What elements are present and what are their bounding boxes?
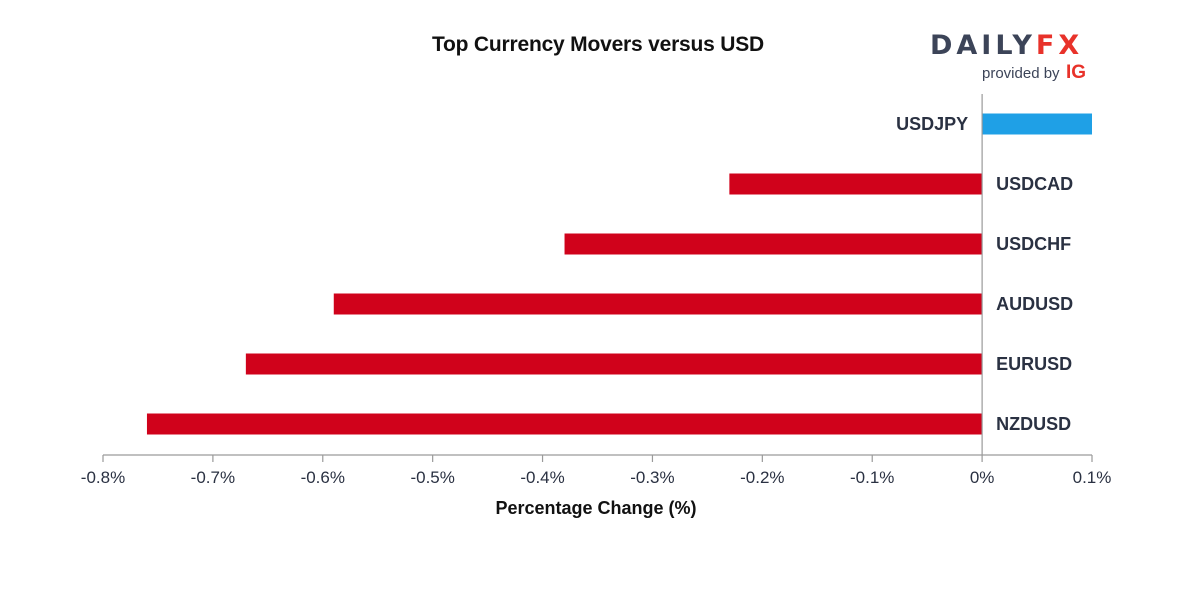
chart-title: Top Currency Movers versus USD (431, 33, 765, 56)
x-tick-label: 0% (970, 468, 995, 487)
bar-nzdusd (146, 413, 983, 435)
x-tick-label: -0.5% (410, 468, 454, 487)
logo-fx-text: FX (1035, 30, 1084, 61)
category-label-audusd: AUDUSD (996, 294, 1073, 314)
x-tick-label: -0.6% (301, 468, 345, 487)
category-label-usdcad: USDCAD (996, 174, 1073, 194)
x-tick-label: -0.2% (740, 468, 784, 487)
x-tick-label: -0.7% (191, 468, 235, 487)
x-tick-label: -0.3% (630, 468, 674, 487)
category-label-usdjpy: USDJPY (896, 114, 968, 134)
x-axis-title: Percentage Change (%) (495, 498, 696, 518)
x-tick-label: -0.8% (81, 468, 125, 487)
category-label-eurusd: EURUSD (996, 354, 1072, 374)
logo-daily-text: DAILY (930, 30, 1036, 61)
bar-audusd (333, 293, 983, 315)
category-label-nzdusd: NZDUSD (996, 414, 1071, 434)
bar-usdjpy (982, 113, 1092, 135)
bar-eurusd (245, 353, 983, 375)
category-label-usdchf: USDCHF (996, 234, 1071, 254)
ig-logo-text: IG (1066, 62, 1087, 83)
x-tick-label: 0.1% (1073, 468, 1112, 487)
bar-usdchf (564, 233, 983, 255)
x-tick-label: -0.1% (850, 468, 894, 487)
x-tick-label: -0.4% (520, 468, 564, 487)
bar-usdcad (729, 173, 983, 195)
dailyfx-logo[interactable]: DAILYFX provided by IG (928, 28, 1088, 88)
provided-by-text: provided by (982, 65, 1060, 82)
